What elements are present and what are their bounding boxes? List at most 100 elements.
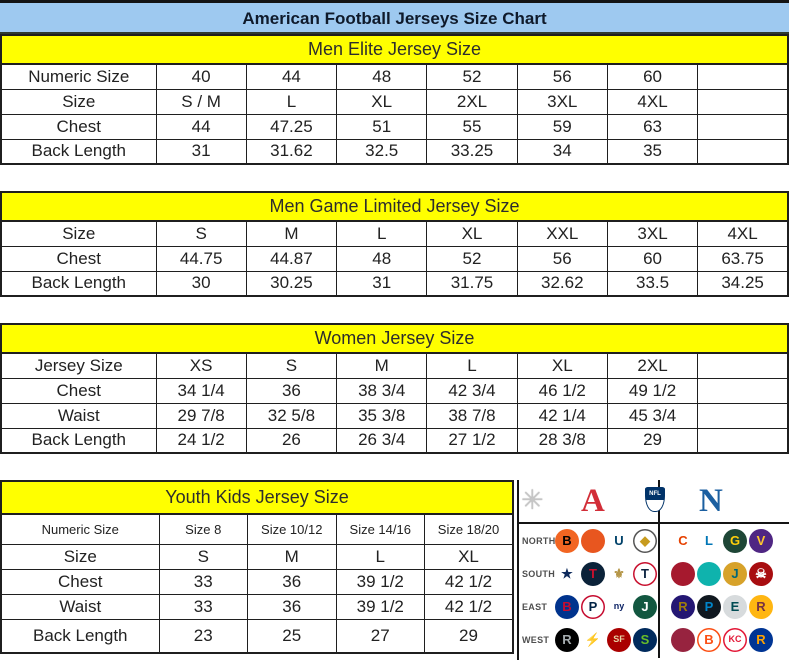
size-cell: 49 1/2 — [606, 377, 699, 404]
size-cell: 30 — [155, 270, 247, 297]
afc-team-group: B U ◆ — [555, 528, 658, 553]
size-cell: L — [335, 543, 425, 570]
size-cell: XL — [424, 543, 514, 570]
size-cell: 60 — [606, 245, 699, 272]
division-label: WEST — [522, 634, 550, 645]
size-cell: XL — [336, 88, 428, 115]
row-label: Size — [0, 220, 157, 247]
size-table-youth-kids: Youth Kids Jersey Size Numeric Size Size 8… — [0, 480, 514, 654]
size-cell: S — [245, 352, 338, 379]
vikings-logo: V — [749, 528, 773, 553]
size-cell: S — [158, 543, 248, 570]
size-cell: 32.5 — [336, 138, 428, 165]
division-row: NORTH B U ◆ C L G V — [519, 524, 789, 557]
size-cell: 31.62 — [245, 138, 338, 165]
size-cell: 42 3/4 — [426, 377, 518, 404]
size-cell: 29 — [606, 427, 699, 454]
division-row: SOUTH ★ T ⚜ T J ☠ — [519, 557, 789, 590]
size-cell: M — [247, 543, 337, 570]
ravens-logo: R — [671, 594, 695, 619]
size-cell: XS — [155, 352, 247, 379]
size-cell: L — [336, 220, 428, 247]
size-cell: 32.62 — [516, 270, 608, 297]
colts-logo: U — [607, 528, 631, 553]
size-cell: 34 1/4 — [155, 377, 247, 404]
nfc-team-group: J ☠ — [671, 561, 773, 586]
size-cell: 52 — [426, 245, 518, 272]
size-table-women: Women Jersey Size Jersey Size XS S M L XL 2XL Ch… — [0, 323, 789, 454]
row-label: Size — [0, 543, 160, 570]
size-cell: M — [336, 352, 428, 379]
size-cell: 2XL — [426, 88, 518, 115]
size-cell: 34.25 — [697, 270, 789, 297]
size-cell: 42 1/2 — [424, 568, 514, 595]
jets-logo: J — [633, 594, 657, 619]
youth-table-slot: Youth Kids Jersey Size Numeric Size Size 8… — [0, 480, 514, 660]
row-label: Chest — [0, 245, 157, 272]
bears-logo: C — [671, 528, 695, 553]
size-cell: 27 — [335, 618, 425, 654]
bengals-logo: B — [555, 528, 579, 553]
size-cell: 47.25 — [245, 113, 338, 140]
size-cell: 30.25 — [245, 270, 338, 297]
size-cell — [697, 138, 789, 165]
size-cell: 44 — [155, 113, 247, 140]
size-table-men-elite: Men Elite Jersey Size Numeric Size 40 44 48 5… — [0, 34, 789, 165]
size-cell: 56 — [516, 63, 608, 90]
division-label: EAST — [522, 601, 548, 612]
size-cell: XL — [426, 220, 518, 247]
row-label: Chest — [0, 377, 157, 404]
size-cell: XL — [516, 352, 608, 379]
row-label: Waist — [0, 402, 157, 429]
size-cell: 23 — [158, 618, 248, 654]
chargers-logo: ⚡ — [581, 627, 605, 652]
size-cell: 36 — [247, 593, 337, 620]
row-label: Jersey Size — [0, 352, 157, 379]
size-cell: S — [155, 220, 247, 247]
size-cell: 36 — [245, 377, 338, 404]
size-cell: 31 — [155, 138, 247, 165]
section-header-men-game-limited: Men Game Limited Jersey Size — [0, 191, 789, 222]
size-cell: 31 — [336, 270, 428, 297]
browns-logo — [581, 528, 605, 553]
row-label: Chest — [0, 568, 160, 595]
giants-logo: ny — [607, 594, 631, 619]
steelers-logo: ◆ — [633, 528, 657, 553]
size-cell: 4XL — [697, 220, 789, 247]
fortyniners-logo: SF — [607, 627, 631, 652]
size-cell: 33.25 — [426, 138, 518, 165]
rams-logo: R — [749, 627, 773, 652]
size-cell: 48 — [336, 245, 428, 272]
size-cell: 39 1/2 — [335, 593, 425, 620]
section-header-youth-kids: Youth Kids Jersey Size — [0, 480, 514, 515]
size-cell: 32 5/8 — [245, 402, 338, 429]
size-cell: Size 18/20 — [424, 513, 514, 545]
cardinals-logo — [671, 627, 695, 652]
row-label: Size — [0, 88, 157, 115]
dolphins-logo — [697, 561, 721, 586]
jaguars-logo: J — [723, 561, 747, 586]
size-cell: Size 10/12 — [247, 513, 337, 545]
redskins-logo: R — [749, 594, 773, 619]
afc-team-group: ★ T ⚜ T — [555, 561, 658, 586]
lions-logo: L — [697, 528, 721, 553]
size-cell: L — [426, 352, 518, 379]
size-cell: 28 3/8 — [516, 427, 608, 454]
size-cell: 51 — [336, 113, 428, 140]
row-label: Numeric Size — [0, 63, 157, 90]
size-cell: 26 — [245, 427, 338, 454]
starburst-icon: ✳ — [521, 485, 544, 515]
division-label: NORTH — [522, 535, 556, 546]
size-cell: 44 — [245, 63, 338, 90]
cowboys-logo: ★ — [555, 561, 579, 586]
size-cell: 33 — [158, 568, 248, 595]
size-cell: 48 — [336, 63, 428, 90]
size-cell: 40 — [155, 63, 247, 90]
eagles-logo: E — [723, 594, 747, 619]
size-cell: 56 — [516, 245, 608, 272]
